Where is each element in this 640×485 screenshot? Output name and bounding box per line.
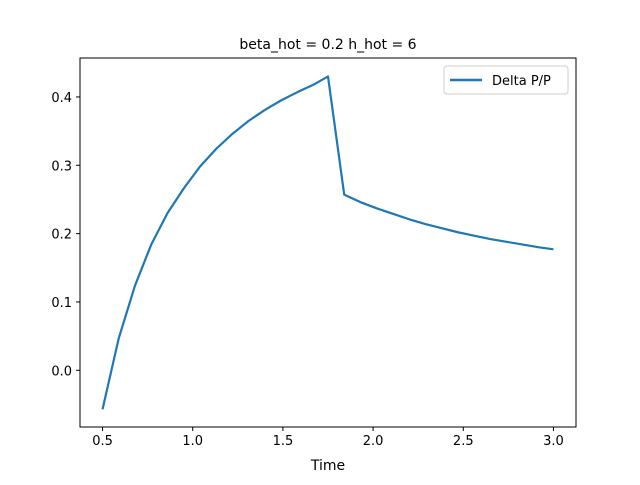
x-tick-label: 1.5	[273, 434, 294, 449]
y-tick-label: 0.3	[51, 159, 72, 174]
y-tick-label: 0.4	[51, 91, 72, 106]
axes-frame	[79, 57, 577, 428]
x-tick-label: 1.0	[182, 434, 203, 449]
series-line-delta-p-p	[101, 75, 554, 410]
y-tick-label: 0.2	[51, 228, 72, 243]
y-tick-label: 0.0	[51, 364, 72, 379]
y-tick-label: 0.1	[51, 296, 72, 311]
x-tick-label: 0.5	[92, 434, 113, 449]
x-tick-label: 2.0	[363, 434, 384, 449]
chart-title: beta_hot = 0.2 h_hot = 6	[239, 37, 416, 53]
plot-lines	[101, 75, 554, 410]
x-axis-label: Time	[310, 458, 345, 474]
legend-box	[443, 65, 569, 95]
x-axis-ticks: 0.5 1.0 1.5 2.0 2.5 3.0	[92, 427, 564, 449]
x-tick-label: 2.5	[453, 434, 474, 449]
legend-label: Delta P/P	[492, 74, 551, 89]
x-tick-label: 3.0	[543, 434, 564, 449]
legend: Delta P/P	[443, 65, 569, 95]
y-axis-ticks: 0.0 0.1 0.2 0.3 0.4	[51, 91, 80, 379]
